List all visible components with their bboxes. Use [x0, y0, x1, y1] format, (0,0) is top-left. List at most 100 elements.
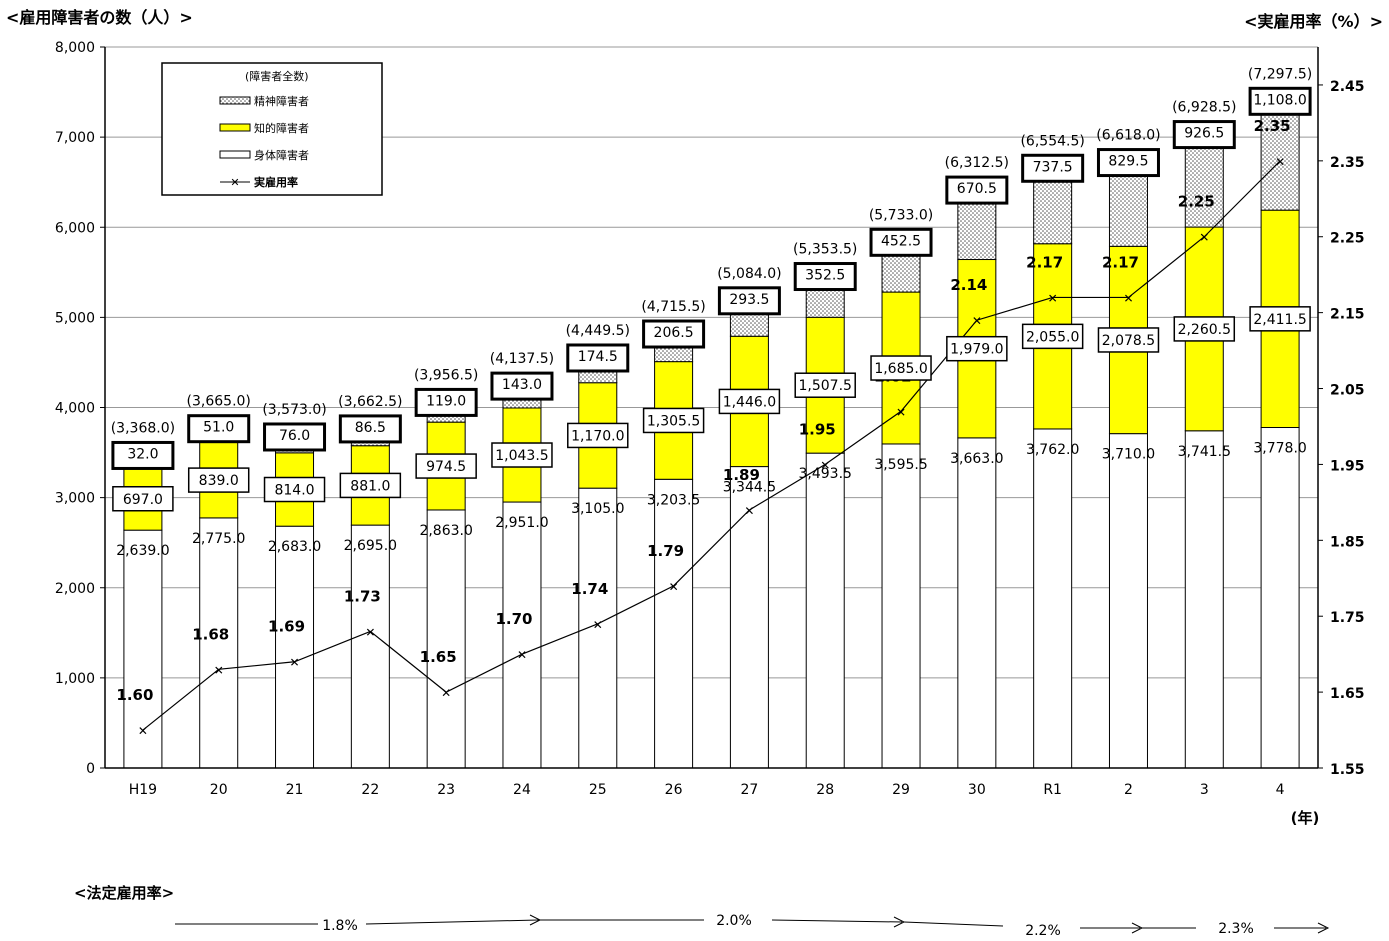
y2-tick-label: 2.15 [1330, 307, 1365, 323]
legend: (障害者全数) 精神障害者 知的障害者 身体障害者 ✕ 実雇用率 [161, 62, 383, 196]
label-mental: 670.5 [957, 181, 997, 197]
label-box-intellectual [1173, 316, 1236, 342]
label-box-mental [869, 227, 933, 257]
label-mental: 829.5 [1108, 154, 1148, 170]
label-total: (5,353.5) [793, 242, 857, 258]
label-box-mental [1248, 86, 1312, 116]
rate-label: 1.69 [268, 618, 305, 636]
bar-physical [199, 517, 239, 769]
label-mental: 76.0 [279, 428, 310, 444]
label-box-mental [338, 414, 402, 444]
bar-physical [123, 529, 163, 769]
rate-point: ✕ [365, 625, 375, 639]
rate-point: ✕ [290, 656, 300, 670]
label-total: (4,137.5) [490, 351, 554, 367]
label-box-mental [263, 422, 327, 452]
rate-label: 1.68 [192, 625, 229, 643]
label-mental: 293.5 [729, 292, 769, 308]
x-tick-label: R1 [1043, 782, 1062, 798]
bar-physical [1033, 428, 1073, 769]
rate-label: 1.65 [420, 648, 457, 666]
bar-physical [1260, 427, 1300, 769]
rate-point: ✕ [593, 618, 603, 632]
y-tick-label: 6,000 [55, 220, 95, 236]
label-total: (3,368.0) [111, 420, 175, 436]
y-tick-label: 3,000 [55, 491, 95, 507]
label-box-intellectual [718, 388, 781, 415]
label-box-intellectual [870, 355, 932, 381]
data-labels: 2,639.0 697.0 32.0 (3,368.0) 2,775.0 839.0 51.… [111, 66, 1313, 559]
rate-point: ✕ [820, 458, 830, 472]
bar-mental [1108, 171, 1148, 247]
label-mental: 206.5 [654, 325, 694, 341]
label-box-intellectual [263, 476, 326, 503]
label-box-intellectual [794, 372, 856, 398]
label-box-mental [717, 286, 781, 316]
label-total: (6,928.5) [1172, 100, 1236, 116]
label-intellectual: 697.0 [123, 492, 163, 508]
label-physical: 3,203.5 [647, 492, 700, 508]
bar-physical [426, 509, 466, 769]
bar-physical [729, 466, 769, 769]
rate-point: ✕ [896, 405, 906, 419]
bar-mental [881, 250, 921, 293]
y-tick-label: 4,000 [55, 401, 95, 417]
y2-tick-label: 2.25 [1330, 231, 1365, 247]
y2-tick-label: 2.35 [1330, 155, 1365, 171]
rate-label: 2.14 [950, 276, 987, 294]
rate-point: ✕ [214, 663, 224, 677]
rate-point: ✕ [138, 724, 148, 738]
y-tick-label: 2,000 [55, 581, 95, 597]
label-mental: 452.5 [881, 233, 921, 249]
label-intellectual: 2,078.5 [1102, 333, 1155, 349]
bar-physical [881, 443, 921, 769]
label-total: (3,662.5) [338, 394, 402, 410]
label-intellectual: 814.0 [274, 483, 314, 499]
label-mental: 926.5 [1184, 126, 1224, 142]
legal-rate-segment: 1.8% [322, 918, 358, 934]
bar-physical [502, 501, 542, 769]
label-box-intellectual [567, 422, 629, 449]
label-mental: 143.0 [502, 377, 542, 393]
bar-physical [1108, 433, 1148, 769]
label-box-intellectual [946, 335, 1008, 362]
x-axis-unit: (年) [1291, 809, 1320, 827]
label-box-mental [1021, 153, 1085, 183]
bar-mental [1033, 176, 1073, 245]
rate-point: ✕ [1123, 291, 1133, 305]
label-intellectual: 974.5 [426, 459, 466, 475]
rate-label: 2.25 [1178, 193, 1215, 211]
rate-label: 2.17 [1102, 253, 1139, 271]
legend-item-mental: 精神障害者 [254, 94, 309, 108]
y-tick-label: 7,000 [55, 130, 95, 146]
label-physical: 3,105.0 [571, 501, 624, 517]
y2-tick-label: 2.45 [1330, 79, 1365, 95]
y-tick-label: 5,000 [55, 310, 95, 326]
rate-point: ✕ [1199, 231, 1209, 245]
label-physical: 2,951.0 [495, 515, 548, 531]
label-box-mental [1172, 120, 1236, 150]
x-tick-label: 26 [665, 782, 683, 798]
bar-physical [1184, 430, 1224, 769]
label-box-mental [642, 319, 706, 349]
label-intellectual: 839.0 [199, 473, 239, 489]
rate-label: 2.17 [1026, 253, 1063, 271]
legend-item-intellectual: 知的障害者 [254, 121, 309, 135]
rate-label: 1.79 [647, 542, 684, 560]
label-total: (3,956.5) [414, 367, 478, 383]
label-physical: 3,493.5 [799, 466, 852, 482]
label-physical: 2,695.0 [344, 538, 397, 554]
rate-label: 1.74 [571, 580, 608, 598]
label-total: (7,297.5) [1248, 66, 1312, 82]
label-box-mental [111, 440, 175, 470]
bar-physical [957, 437, 997, 769]
label-box-mental [187, 414, 251, 444]
label-intellectual: 1,043.5 [495, 448, 548, 464]
rate-line-path [142, 160, 1281, 731]
label-mental: 737.5 [1033, 159, 1073, 175]
label-physical: 3,762.0 [1026, 442, 1079, 458]
y2-tick-label: 1.65 [1330, 686, 1365, 702]
axes: 0 1,000 2,000 3,000 4,000 5,000 6,000 7,000 8,00… [55, 40, 1365, 798]
label-mental: 32.0 [127, 446, 158, 462]
bar-physical [654, 478, 694, 769]
